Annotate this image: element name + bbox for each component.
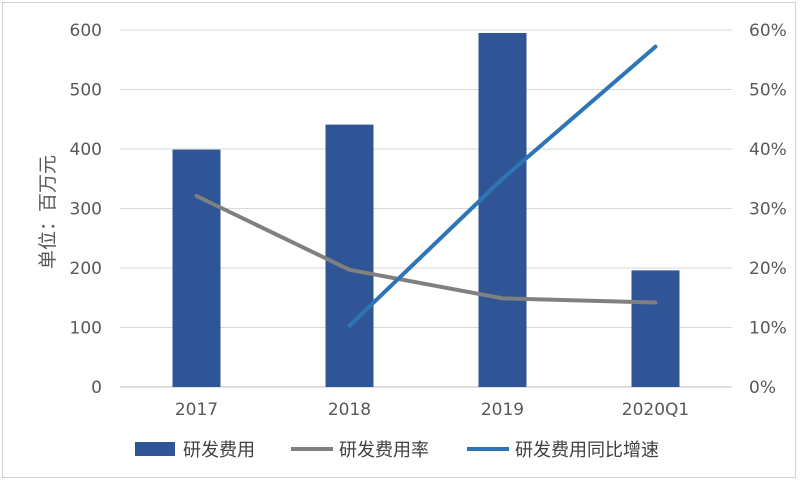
x-tick-label: 2017 xyxy=(175,400,218,420)
y-tick-label: 600 xyxy=(70,21,102,41)
series-line-2 xyxy=(347,44,658,328)
y2-tick-label: 40% xyxy=(749,140,787,160)
bar-2018 xyxy=(325,124,374,387)
x-tick-label: 2020Q1 xyxy=(622,400,689,420)
legend-swatch-bar xyxy=(135,442,175,456)
legend-label: 研发费用同比增速 xyxy=(515,440,659,461)
y-tick-label: 0 xyxy=(91,378,102,398)
y2-tick-label: 30% xyxy=(749,200,787,220)
y-tick-label: 300 xyxy=(70,200,102,220)
y-tick-label: 100 xyxy=(70,319,102,339)
y-axis-right-ticks: 0% 10% 20% 30% 40% 50% 60% xyxy=(749,21,787,398)
x-tick-label: 2018 xyxy=(328,400,371,420)
y-axis-left-ticks: 0 100 200 300 400 500 600 xyxy=(70,21,102,398)
x-tick-label: 2019 xyxy=(481,400,524,420)
bar-2020Q1 xyxy=(631,270,680,387)
series-line-1 xyxy=(194,194,658,305)
y-tick-label: 200 xyxy=(70,259,102,279)
legend-label: 研发费用 xyxy=(183,440,255,461)
x-axis-ticks: 2017 2018 2019 2020Q1 xyxy=(175,400,689,420)
y2-tick-label: 0% xyxy=(749,378,776,398)
legend: 研发费用 研发费用率 研发费用同比增速 xyxy=(135,440,659,461)
bars xyxy=(172,32,680,387)
legend-label: 研发费用率 xyxy=(339,440,429,461)
y-tick-label: 400 xyxy=(70,140,102,160)
y2-tick-label: 60% xyxy=(749,21,787,41)
bar-2019 xyxy=(478,32,527,387)
series-lines xyxy=(194,44,658,328)
y2-tick-label: 10% xyxy=(749,319,787,339)
y-tick-label: 500 xyxy=(70,81,102,101)
y2-tick-label: 20% xyxy=(749,259,787,279)
y-axis-label: 单位：百万元 xyxy=(37,155,59,269)
chart-frame xyxy=(2,2,796,478)
bar-2017 xyxy=(172,149,221,387)
y2-tick-label: 50% xyxy=(749,81,787,101)
